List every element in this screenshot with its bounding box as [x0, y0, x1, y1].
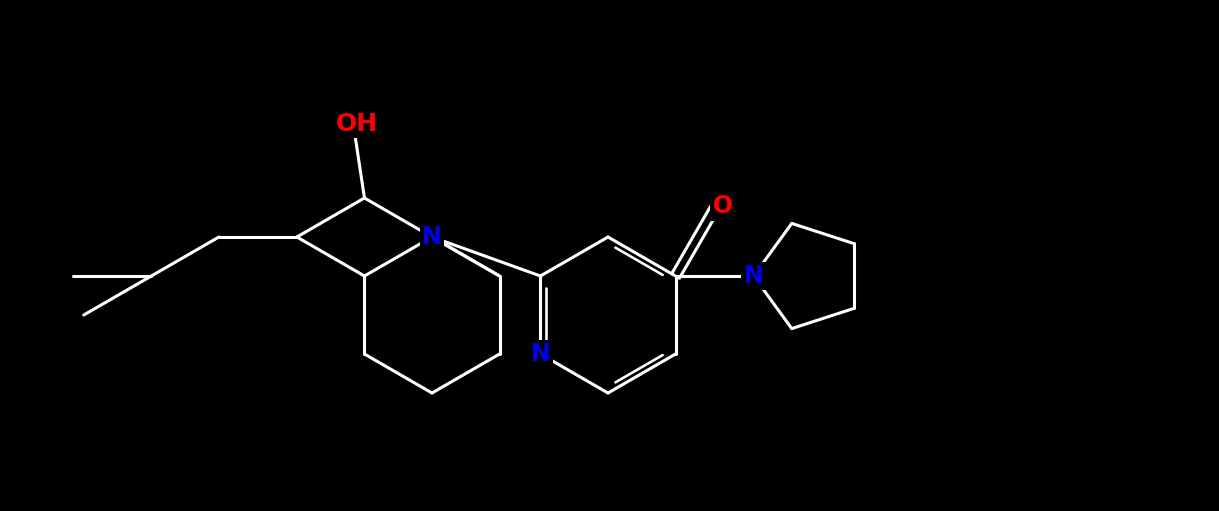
Text: N: N	[744, 264, 763, 288]
Text: O: O	[712, 195, 733, 218]
Text: OH: OH	[335, 112, 378, 136]
Text: N: N	[530, 342, 550, 366]
Text: N: N	[422, 225, 441, 249]
